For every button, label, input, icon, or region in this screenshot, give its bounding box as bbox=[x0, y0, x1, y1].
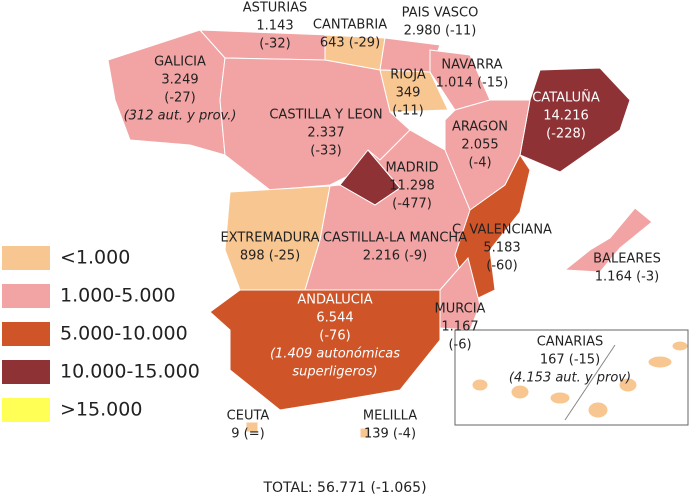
island-shape bbox=[549, 391, 571, 405]
region-value: (-33) bbox=[310, 144, 341, 159]
region-value: 349 bbox=[396, 86, 421, 101]
region-shape bbox=[439, 256, 481, 331]
region-value: 2.055 bbox=[461, 138, 498, 153]
region-note: (312 aut. y prov.) bbox=[124, 109, 237, 124]
region-value: 898 (-25) bbox=[240, 249, 300, 264]
legend-label: 1.000-5.000 bbox=[60, 285, 176, 307]
region-value: 1.143 bbox=[256, 19, 293, 34]
legend-swatch bbox=[2, 284, 50, 308]
island-shape bbox=[587, 401, 609, 419]
region-value: (-6) bbox=[448, 338, 471, 353]
region-value: 14.216 bbox=[543, 109, 589, 124]
regions-layer bbox=[107, 29, 689, 439]
island-shape bbox=[671, 340, 689, 352]
region-value: 2.216 (-9) bbox=[363, 249, 427, 264]
region-value: 2.980 (-11) bbox=[404, 24, 477, 39]
legend-label: >15.000 bbox=[60, 399, 142, 421]
region-value: 11.298 bbox=[389, 179, 435, 194]
region-value: 5.183 bbox=[483, 241, 520, 256]
region-value: 2.337 bbox=[307, 126, 344, 141]
region-name: CANTABRIA bbox=[313, 18, 387, 33]
region-value: (-76) bbox=[319, 329, 350, 344]
region-shape bbox=[454, 154, 531, 303]
region-value: 6.544 bbox=[316, 311, 353, 326]
island-shape bbox=[510, 384, 530, 400]
region-value: (-11) bbox=[392, 104, 423, 119]
region-name: CATALUÑA bbox=[532, 90, 600, 106]
region-value: (-228) bbox=[546, 127, 586, 142]
island-shape bbox=[471, 378, 489, 392]
region-name: EXTREMADURA bbox=[220, 231, 319, 246]
region-note: (1.409 autonómicas bbox=[270, 347, 400, 362]
inset-divider bbox=[564, 344, 616, 421]
region-name: CANARIAS bbox=[537, 335, 604, 350]
region-name: CASTILLA-LA MANCHA bbox=[323, 231, 467, 246]
region-name: MADRID bbox=[386, 161, 439, 176]
legend-label: 5.000-10.000 bbox=[60, 323, 188, 345]
region-name: BALEARES bbox=[593, 252, 661, 267]
region-value: 643 (-29) bbox=[320, 36, 380, 51]
legend-label: <1.000 bbox=[60, 247, 130, 269]
region-value: 139 (-4) bbox=[364, 427, 416, 442]
region-name: ASTURIAS bbox=[243, 1, 308, 16]
legend: <1.000 1.000-5.000 5.000-10.000 10.000-15.0… bbox=[2, 246, 200, 422]
legend-swatch bbox=[2, 246, 50, 270]
region-name: ANDALUCIA bbox=[297, 293, 372, 308]
region-name: GALICIA bbox=[154, 55, 206, 70]
region-name: NAVARRA bbox=[441, 58, 502, 73]
region-note: (4.153 aut. y prov) bbox=[509, 371, 631, 386]
region-value: (-27) bbox=[164, 91, 195, 106]
region-name: MURCIA bbox=[435, 302, 486, 317]
canarias-inset bbox=[454, 329, 689, 426]
region-value: (-4) bbox=[468, 156, 491, 171]
legend-swatch bbox=[2, 398, 50, 422]
region-value: 1.164 (-3) bbox=[595, 270, 659, 285]
region-value: (-60) bbox=[486, 259, 517, 274]
total: TOTAL: 56.771 (-1.065) bbox=[262, 480, 426, 496]
region-shape bbox=[563, 207, 653, 273]
region-shape bbox=[359, 427, 371, 439]
region-value: 3.249 bbox=[161, 73, 198, 88]
region-value: (-477) bbox=[392, 197, 432, 212]
region-name: RIOJA bbox=[390, 68, 426, 83]
region-name: CASTILLA Y LEON bbox=[269, 108, 382, 123]
legend-swatch bbox=[2, 322, 50, 346]
region-shape bbox=[519, 67, 631, 173]
island-shape bbox=[647, 355, 673, 369]
region-value: 9 (=) bbox=[231, 427, 264, 442]
region-name: MELILLA bbox=[363, 409, 417, 424]
region-note: superligeros) bbox=[292, 365, 377, 380]
legend-label: 10.000-15.000 bbox=[60, 361, 200, 383]
region-value: (-32) bbox=[259, 37, 290, 52]
region-value: 167 (-15) bbox=[540, 353, 600, 368]
region-name: ARAGON bbox=[452, 120, 508, 135]
region-name: C. VALENCIANA bbox=[452, 223, 552, 238]
labels-layer: GALICIA 3.249 (-27) (312 aut. y prov.) ASTUR… bbox=[124, 1, 661, 442]
region-value: 1.167 bbox=[441, 320, 478, 335]
region-value: 1.014 (-15) bbox=[436, 76, 509, 91]
region-name: CEUTA bbox=[227, 409, 270, 424]
region-name: PAIS VASCO bbox=[402, 6, 479, 21]
region-shape bbox=[245, 421, 259, 433]
island-shape bbox=[618, 377, 638, 393]
legend-swatch bbox=[2, 360, 50, 384]
